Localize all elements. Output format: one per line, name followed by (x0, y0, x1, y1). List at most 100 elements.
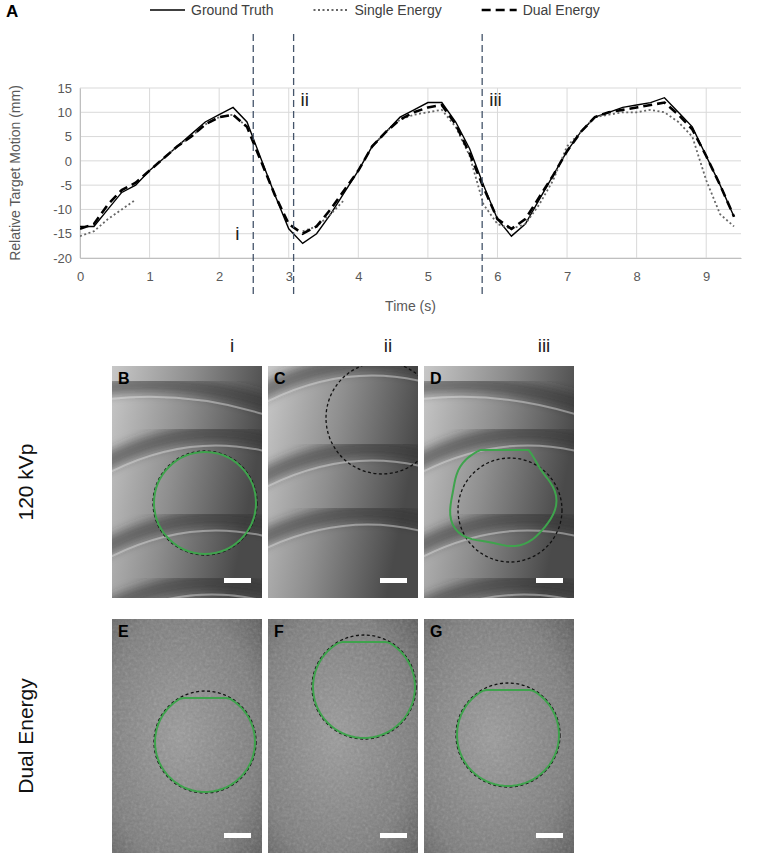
legend-swatch (314, 9, 349, 11)
rib-shadow (268, 448, 418, 491)
y-tick-label: 5 (65, 129, 72, 144)
grid-line-x (497, 88, 498, 258)
grid-line-y (80, 185, 741, 186)
legend-label: Dual Energy (523, 2, 600, 18)
x-tick: 6 (494, 258, 501, 284)
tracked-contour (450, 450, 556, 546)
x-tick: 5 (425, 258, 432, 284)
rib-edge (268, 460, 418, 503)
x-tick-label: 6 (494, 269, 501, 284)
y-axis-line (80, 89, 81, 259)
grid-line-y (80, 209, 741, 210)
grid (80, 88, 741, 258)
grid-line-x (288, 88, 289, 258)
image-panel (112, 619, 262, 853)
x-tick-label: 7 (564, 269, 571, 284)
x-tick: 1 (146, 258, 153, 284)
legend-swatch (482, 9, 517, 12)
y-axis-title: Relative Target Motion (mm) (7, 85, 23, 261)
series-line (80, 103, 734, 234)
x-axis-title: Time (s) (385, 298, 436, 314)
rib-edge (424, 595, 574, 598)
x-tick-label: 1 (146, 269, 153, 284)
panel-label: A (6, 2, 18, 21)
x-tick: 8 (634, 258, 641, 284)
scale-bar (224, 578, 251, 583)
rib-edge (112, 397, 262, 428)
y-axis: -20-15-10-5051015 (53, 81, 80, 266)
image-noise (112, 619, 262, 853)
column-label: i (230, 335, 234, 356)
grid-line-y (80, 160, 741, 161)
x-tick: 3 (286, 258, 293, 284)
panel-letter: G (430, 623, 442, 640)
grid-line-x (80, 88, 81, 258)
legend-item: Dual Energy (482, 2, 600, 18)
image-noise (424, 619, 574, 853)
rib-edge (268, 525, 418, 563)
column-label: iii (538, 335, 551, 356)
grid-line-x (358, 88, 359, 258)
rib-edge (424, 445, 574, 488)
rib-shadow (424, 518, 574, 561)
row-label: 120 kVp (14, 443, 37, 520)
grid-line-x (149, 88, 150, 258)
image-noise (268, 619, 418, 853)
x-tick-label: 9 (703, 269, 710, 284)
rib-shadow (268, 366, 418, 406)
image-panel (268, 619, 418, 853)
legend-swatch (150, 9, 185, 10)
grid-line-y (80, 88, 741, 89)
x-tick: 9 (703, 258, 710, 284)
annotation-line (293, 34, 294, 296)
tracked-contour (155, 698, 255, 792)
rib-shadow (112, 385, 262, 416)
series-lines (80, 98, 734, 244)
target-outline (456, 683, 560, 787)
y-tick: 5 (65, 129, 80, 144)
panel-letter: E (118, 623, 129, 640)
y-tick-label: -15 (53, 226, 72, 241)
grid-line-x (636, 88, 637, 258)
legend-label: Ground Truth (191, 2, 274, 18)
x-tick: 0 (77, 258, 84, 284)
grid-line-y (80, 233, 741, 234)
grid-line-x (219, 88, 220, 258)
x-tick-label: 5 (425, 269, 432, 284)
image-panel (424, 366, 574, 598)
image-background (112, 619, 262, 853)
annotation-label: i (235, 223, 239, 244)
y-tick: 15 (58, 81, 80, 96)
rib-shadow (268, 513, 418, 551)
image-background (268, 366, 418, 598)
scale-bar (536, 833, 563, 838)
legend-label: Single Energy (355, 2, 442, 18)
annotation-line (253, 34, 254, 296)
target-outline (312, 635, 416, 739)
image-background (268, 619, 418, 853)
image-panel (268, 366, 418, 598)
y-tick-label: -20 (53, 251, 72, 266)
legend: Ground Truth Single Energy Dual Energy (150, 2, 600, 18)
scale-bar (224, 833, 251, 838)
y-tick-label: 0 (65, 154, 72, 169)
scale-bar (380, 578, 407, 583)
x-tick: 4 (355, 258, 362, 284)
y-tick: -5 (60, 178, 80, 193)
figure: A0123456789-20-15-10-5051015Time (s)Rela… (0, 0, 757, 857)
rib-edge (268, 375, 418, 418)
tracked-contour (313, 642, 415, 738)
y-tick-label: 10 (58, 105, 72, 120)
legend-item: Single Energy (314, 2, 442, 18)
panel-letter: D (430, 370, 442, 387)
annotation-label: ii (301, 89, 309, 110)
panel-letter: B (118, 370, 130, 387)
scale-bar (536, 578, 563, 583)
grid-line-x (427, 88, 428, 258)
panel-letter: C (274, 370, 286, 387)
image-panel (112, 366, 262, 598)
series-line (80, 98, 734, 244)
grid-line-x (706, 88, 707, 258)
y-tick-label: 15 (58, 81, 72, 96)
x-tick-label: 3 (286, 269, 293, 284)
